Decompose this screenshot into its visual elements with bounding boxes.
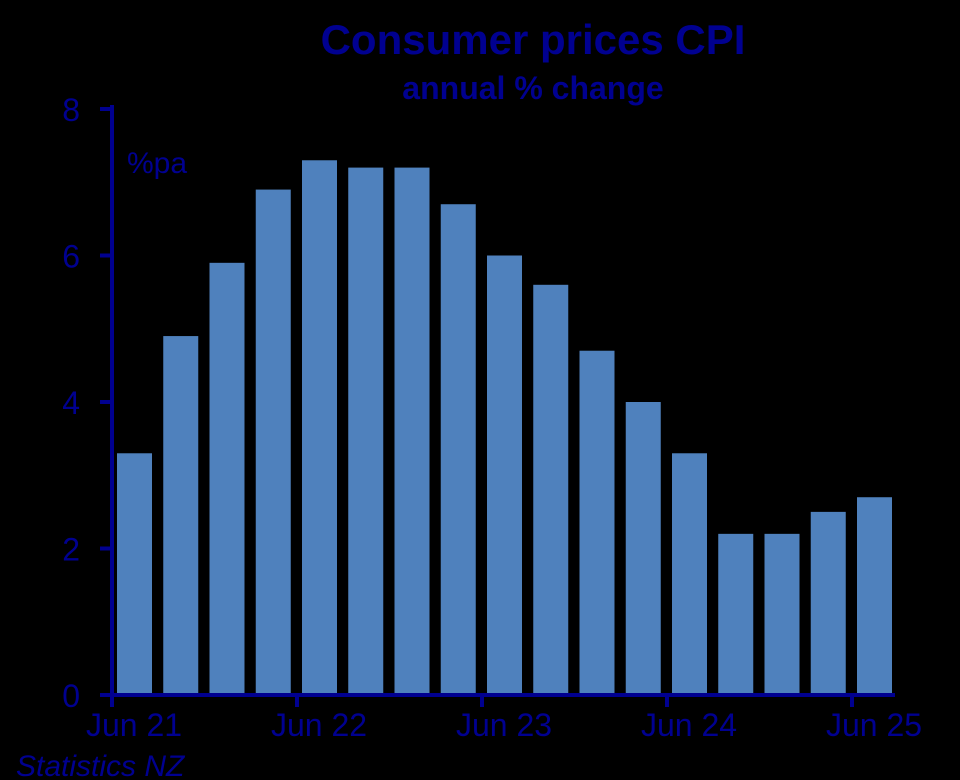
bar-dec-21 [209, 262, 245, 695]
bar-mar-24 [625, 402, 661, 695]
bar-mar-23 [440, 204, 476, 695]
bar-sep-23 [533, 284, 569, 695]
source-label: Statistics NZ [16, 750, 186, 780]
x-tick-label: Jun 25 [826, 707, 922, 743]
bar-dec-23 [579, 350, 615, 695]
bar-dec-24 [764, 533, 800, 695]
bar-sep-22 [348, 167, 384, 696]
unit-label: %pa [127, 147, 187, 180]
y-tick-label: 6 [62, 239, 80, 275]
bar-jun-23 [487, 255, 522, 695]
x-tick-label: Jun 24 [641, 707, 737, 743]
bar-jun-25 [857, 497, 892, 695]
chart-title: Consumer prices CPI [321, 16, 746, 63]
bar-jun-21 [117, 453, 152, 695]
y-tick-label: 4 [62, 385, 80, 421]
chart-subtitle: annual % change [402, 70, 663, 106]
bar-jun-22 [302, 160, 337, 695]
bar-mar-25 [810, 511, 846, 695]
y-tick-label: 0 [62, 678, 80, 714]
bar-jun-24 [672, 453, 707, 695]
y-tick-label: 2 [62, 532, 80, 568]
x-tick-label: Jun 21 [86, 707, 182, 743]
bar-sep-21 [163, 336, 199, 695]
bar-sep-24 [718, 533, 754, 695]
bar-dec-22 [394, 167, 430, 696]
y-tick-label: 8 [62, 92, 80, 128]
x-tick-label: Jun 22 [271, 707, 367, 743]
x-tick-label: Jun 23 [456, 707, 552, 743]
bar-mar-22 [255, 189, 291, 695]
